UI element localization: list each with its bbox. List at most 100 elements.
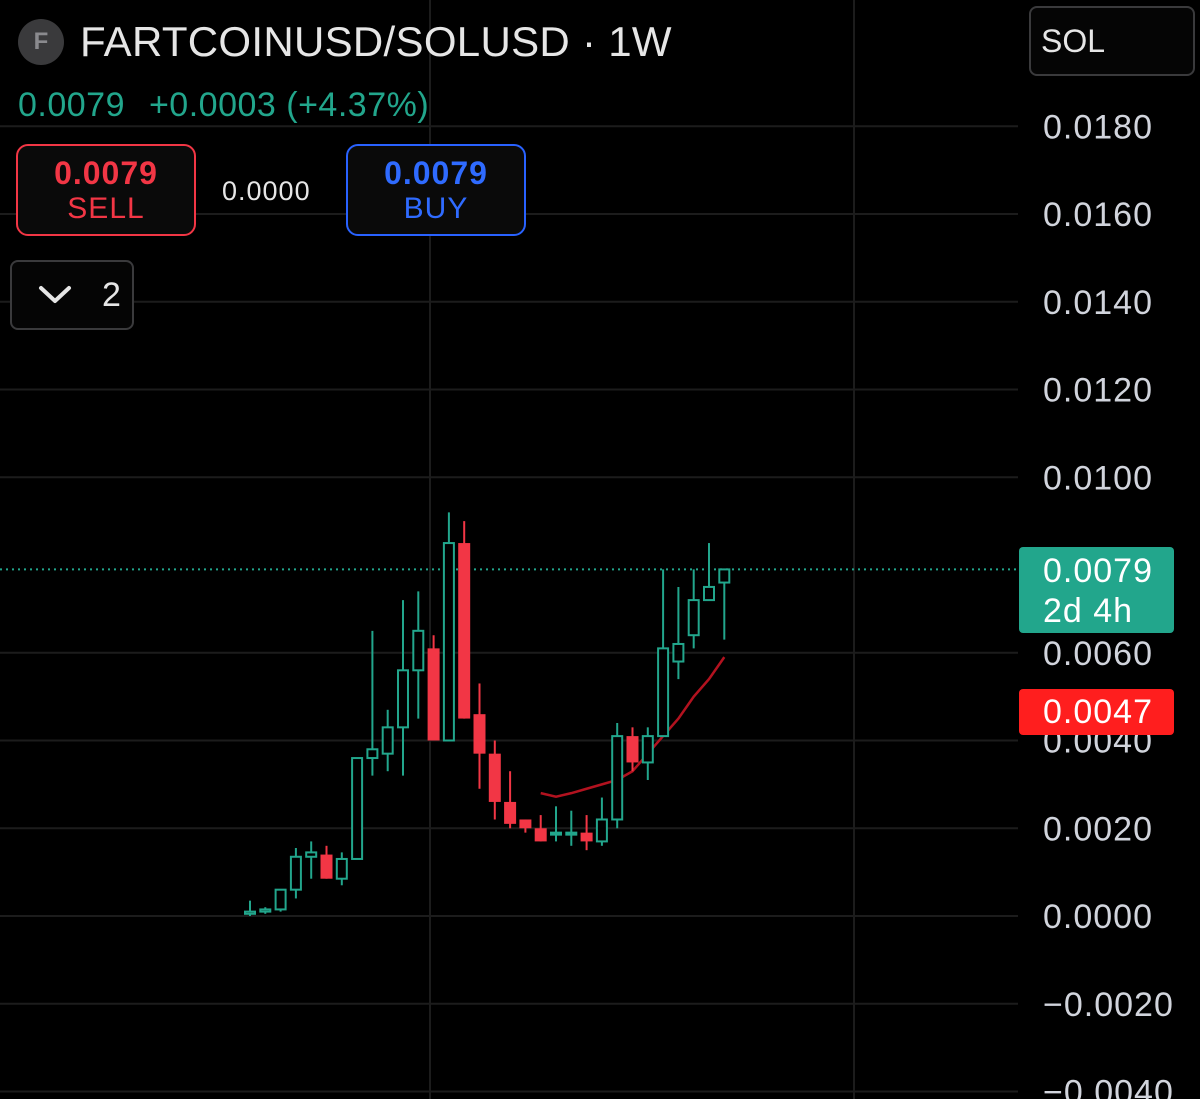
candle [519,819,532,833]
last-price-countdown: 2d 4h [1043,592,1134,630]
candle-body [519,819,532,829]
candle [703,543,715,602]
y-tick-label: 0.0180 [1043,108,1153,146]
candle-body [397,669,409,729]
candle-body [626,736,639,763]
candle-body [412,629,425,672]
price-axis: 0.0180 0.0160 0.0140 0.0120 0.0100 0.0060 0.00… [1043,108,1174,1099]
y-tick-label: 0.0140 [1043,284,1153,322]
y-tick-label: 0.0160 [1043,196,1153,234]
candle-body [366,748,379,760]
candle [397,600,409,776]
candle-body [320,854,333,879]
symbol-title[interactable]: FARTCOINUSD/SOLUSD · 1W [80,18,672,65]
candle [381,709,394,772]
candle [442,512,455,742]
indicators-toggle-button[interactable]: 2 [10,260,134,330]
candle-body [504,801,517,824]
candle-body [672,642,685,663]
candle-body [427,648,440,741]
candle-body [351,757,364,860]
grid-lines [0,0,1018,1099]
candle-body [580,832,593,842]
candle [259,907,272,914]
sell-button[interactable]: 0.0079 SELL [16,144,196,236]
candle [335,852,348,886]
candle [473,683,486,789]
candle [611,722,624,829]
y-tick-label: 0.0120 [1043,372,1153,410]
candle-body [259,908,272,913]
buy-button[interactable]: 0.0079 BUY [346,144,526,236]
candle [718,568,731,640]
candle [565,810,578,846]
candle [534,815,547,842]
candle [595,797,608,846]
candle-body [289,855,302,891]
candle [274,888,287,912]
candle [580,815,593,851]
candle-body [657,647,670,738]
candle [504,771,517,829]
candle [320,845,333,879]
candle [351,757,364,860]
candle-body [703,585,715,602]
y-tick-label: 0.0060 [1043,635,1153,673]
candle [550,806,562,842]
y-tick-label: 0.0020 [1043,810,1153,848]
candle-body [244,910,256,915]
spread-value: 0.0000 [222,176,311,206]
candle-body [641,735,654,764]
candle [366,630,379,776]
y-tick-label: −0.0020 [1043,986,1174,1024]
buy-price: 0.0079 [384,154,488,191]
currency-button[interactable]: SOL [1029,6,1195,76]
candle [244,900,256,916]
candle [488,740,501,820]
y-tick-label: 0.0000 [1043,898,1153,936]
indicators-count: 2 [102,275,121,314]
candle-body [595,818,608,843]
candle [412,591,425,719]
candle-body [458,543,471,719]
candle-body [488,753,501,802]
moving-average-path [540,656,726,798]
candle-body [687,599,700,637]
moving-average-label: 0.0047 [1019,689,1174,735]
candle-body [611,735,624,821]
candle-body [565,831,578,836]
symbol-header[interactable]: F FARTCOINUSD/SOLUSD · 1W [18,18,672,66]
candle-body [381,726,394,755]
price-summary: 0.0079 +0.0003 (+4.37%) [18,86,443,125]
candle [458,521,471,719]
candle [672,586,685,680]
candle-body [718,568,731,584]
candle-body [305,851,318,858]
last-price-label-value: 0.0079 [1043,552,1153,590]
candle-body [550,831,562,836]
chevron-down-icon [39,286,71,303]
candle-body [442,542,455,742]
coin-logo-icon: F [18,19,64,65]
candle [427,635,440,741]
candle [657,569,670,738]
sell-label: SELL [67,191,145,225]
y-tick-label: −0.0040 [1043,1074,1174,1099]
buy-label: BUY [403,191,469,225]
candle [641,727,654,780]
candle-body [274,888,287,911]
moving-average-line [540,656,726,798]
candle [289,847,302,899]
y-tick-label: 0.0100 [1043,459,1153,497]
candle-body [335,857,348,880]
candle-body [473,714,486,754]
last-price-label: 0.0079 2d 4h [1019,547,1174,633]
candle-body [534,828,547,842]
candle [687,569,700,649]
candle [626,727,639,772]
candlestick-series [244,512,731,916]
last-price: 0.0079 [18,86,125,124]
sell-price: 0.0079 [54,154,158,191]
price-change: +0.0003 (+4.37%) [148,86,430,124]
